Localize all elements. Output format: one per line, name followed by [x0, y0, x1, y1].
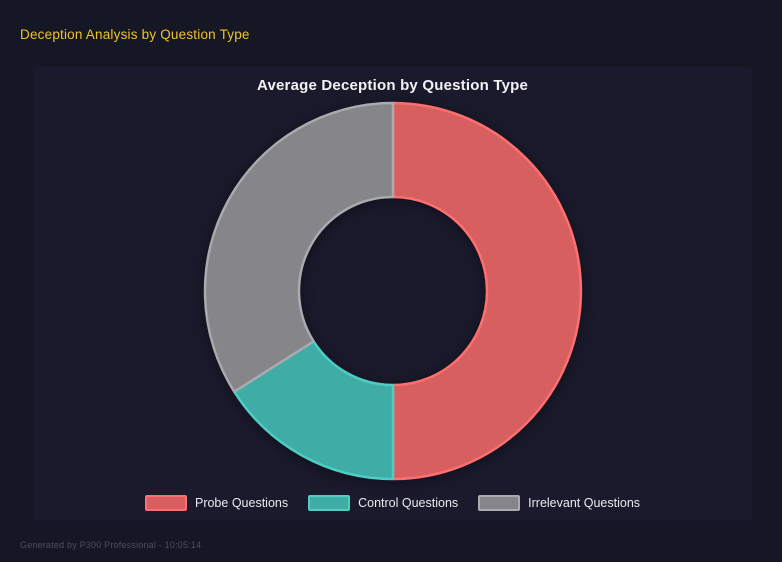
legend-item-control-questions[interactable]: Control Questions — [308, 495, 458, 511]
chart-title: Average Deception by Question Type — [256, 77, 529, 94]
legend-label: Irrelevant Questions — [528, 496, 641, 510]
donut-segment-irrelevant-questions[interactable] — [203, 101, 395, 393]
legend-label: Control Questions — [358, 496, 459, 510]
footer-text: Generated by P300 Professional - 10:05:1… — [20, 540, 202, 550]
donut-segment-control-questions[interactable] — [233, 340, 395, 481]
doughnut-chart[interactable] — [33, 67, 752, 520]
chart-panel: Average Deception by Question Type Probe… — [33, 67, 752, 520]
legend-swatch-irrelevant-questions — [478, 495, 521, 511]
legend-item-probe-questions[interactable]: Probe Questions — [144, 495, 289, 511]
page-title: Deception Analysis by Question Type — [20, 27, 250, 42]
legend-swatch-control-questions — [308, 495, 351, 511]
legend-swatch-probe-questions — [144, 495, 187, 511]
legend-label: Probe Questions — [194, 496, 289, 510]
donut-segment-probe-questions[interactable] — [391, 101, 583, 481]
legend-item-irrelevant-questions[interactable]: Irrelevant Questions — [478, 495, 640, 511]
chart-legend: Probe Questions Control Questions Irreleva… — [33, 495, 752, 511]
